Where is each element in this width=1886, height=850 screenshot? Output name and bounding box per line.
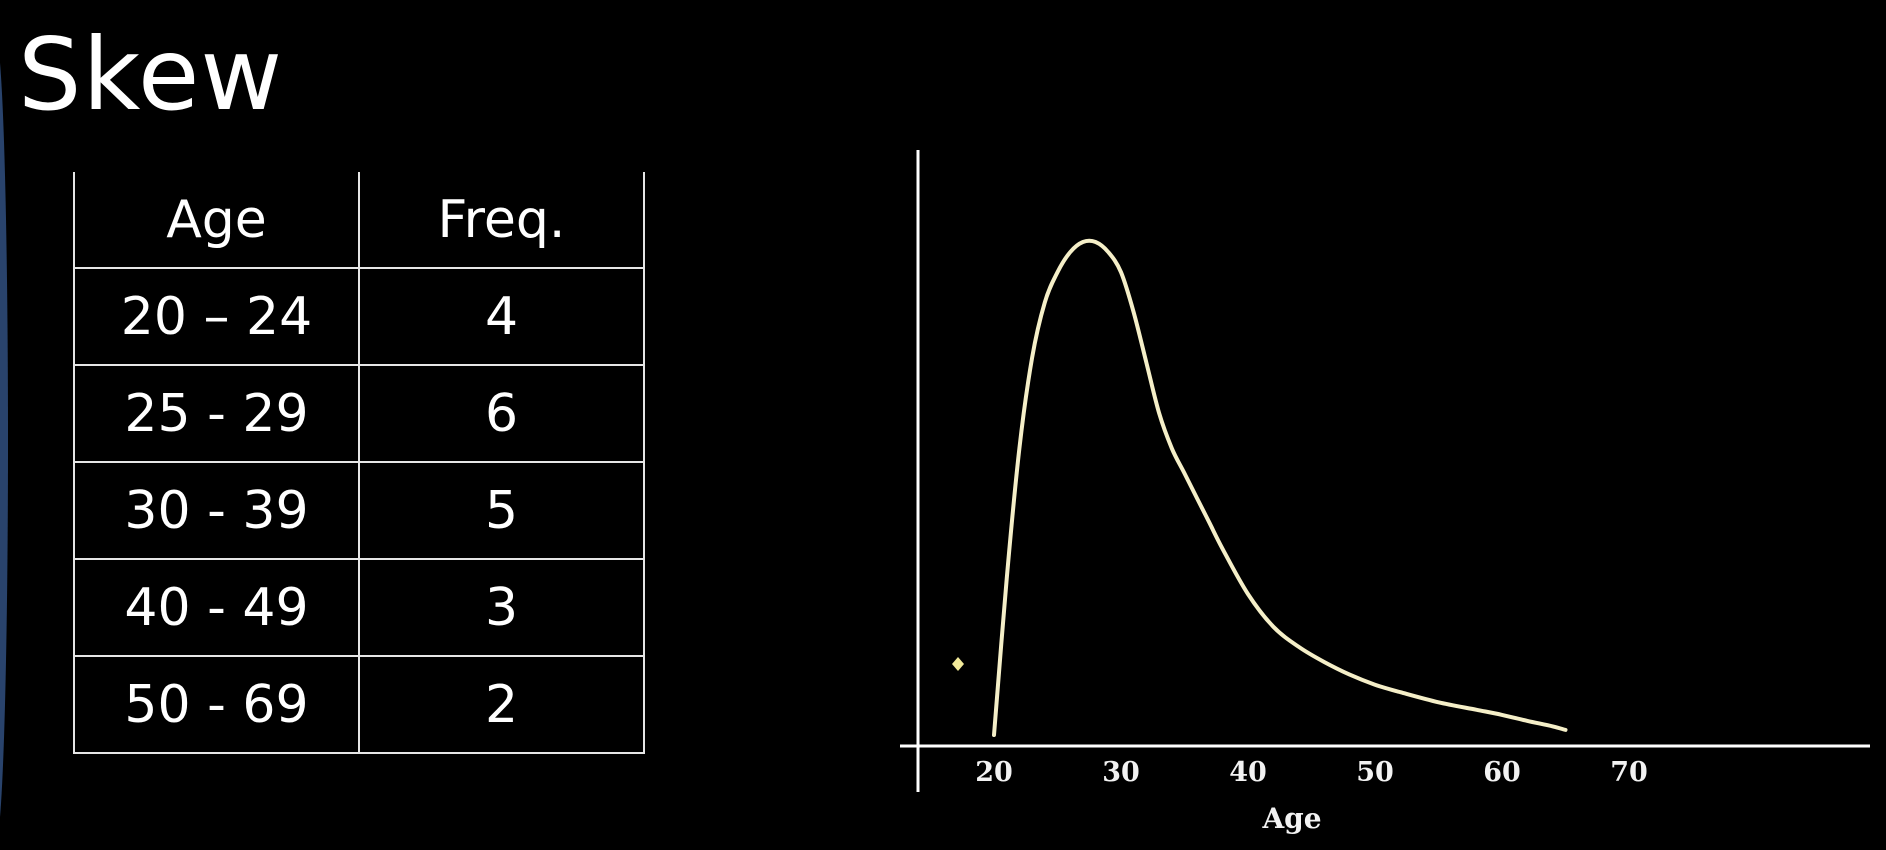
table-cell-freq: 4 — [358, 267, 645, 366]
table-row: 25 - 29 6 — [73, 364, 645, 463]
table-row: 30 - 39 5 — [73, 461, 645, 560]
table-cell-freq: 3 — [358, 558, 645, 657]
slide-edge-decoration — [0, 40, 8, 840]
x-tick-label: 70 — [1610, 757, 1648, 788]
table-row: 20 – 24 4 — [73, 267, 645, 366]
table-cell-age: 20 – 24 — [73, 267, 360, 366]
frequency-table: Age Freq. 20 – 24 4 25 - 29 6 30 - 39 5 … — [73, 172, 645, 754]
x-tick-label: 50 — [1356, 757, 1394, 788]
table-cell-age: 50 - 69 — [73, 655, 360, 754]
table-cell-age: 30 - 39 — [73, 461, 360, 560]
x-tick-label: 40 — [1229, 757, 1267, 788]
x-tick-label: 30 — [1102, 757, 1140, 788]
table-row: 40 - 49 3 — [73, 558, 645, 657]
x-tick-label: 60 — [1483, 757, 1521, 788]
table-cell-freq: 5 — [358, 461, 645, 560]
cursor-marker — [952, 657, 964, 671]
table-row: 50 - 69 2 — [73, 655, 645, 754]
table-cell-freq: 6 — [358, 364, 645, 463]
table-header-freq: Freq. — [358, 172, 645, 269]
table-cell-age: 25 - 29 — [73, 364, 360, 463]
slide-title: Skew — [18, 16, 284, 133]
table-header-row: Age Freq. — [73, 172, 645, 269]
table-header-age: Age — [73, 172, 360, 269]
x-axis-title: Age — [1261, 802, 1321, 835]
x-tick-label: 20 — [975, 757, 1013, 788]
table-cell-freq: 2 — [358, 655, 645, 754]
distribution-curve — [992, 238, 1568, 737]
x-tick-labels: 20 30 40 50 60 70 — [975, 757, 1648, 788]
table-cell-age: 40 - 49 — [73, 558, 360, 657]
